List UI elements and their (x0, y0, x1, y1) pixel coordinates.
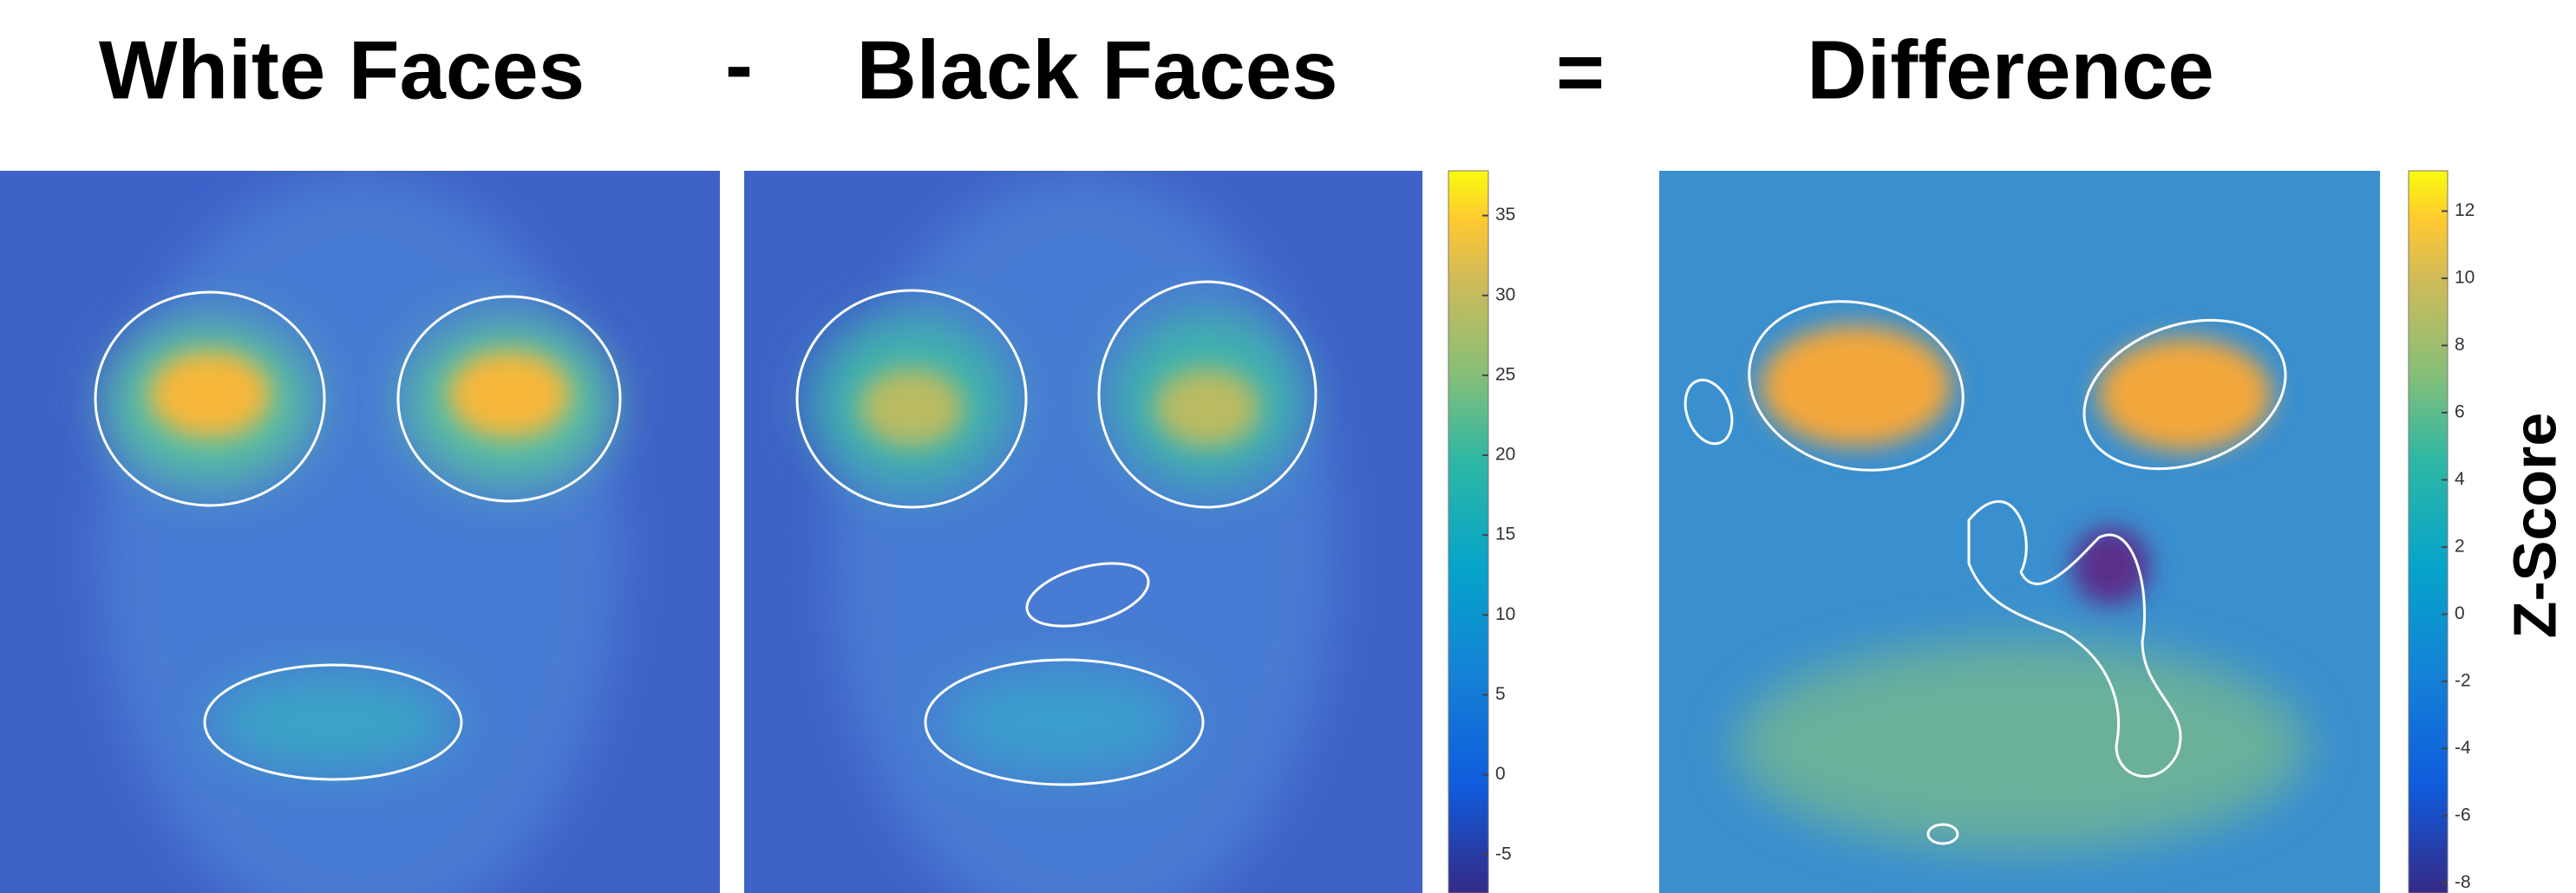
tick-label: 0 (2455, 603, 2465, 623)
tick-label: 20 (1495, 445, 1515, 465)
tick-label: -2 (2455, 670, 2471, 690)
heatmap (1659, 171, 2380, 893)
panel-title: Difference (1807, 23, 2214, 116)
panel-title: Black Faces (856, 23, 1337, 116)
tick-label: 4 (2455, 469, 2465, 489)
tick-label: -5 (1495, 844, 1512, 864)
tick-label: 5 (1495, 684, 1506, 704)
tick-label: 12 (2455, 200, 2475, 220)
tick-label: 10 (1495, 604, 1515, 624)
panel-title: White Faces (99, 23, 585, 116)
tick-label: 6 (2455, 402, 2465, 422)
tick-label: 35 (1495, 205, 1515, 225)
tick-label: 0 (1495, 764, 1506, 784)
tick-label: -4 (2455, 738, 2471, 758)
tick-label: 2 (2455, 536, 2465, 556)
colorbar (1448, 170, 1489, 893)
operator: = (1556, 25, 1605, 118)
heatmap (0, 171, 720, 893)
tick-label: -8 (2455, 872, 2471, 892)
operator: - (725, 18, 753, 111)
tick-label: 30 (1495, 284, 1515, 304)
tick-label: 25 (1495, 364, 1515, 384)
tick-label: 10 (2455, 268, 2475, 288)
tick-label: 8 (2455, 335, 2465, 355)
colorbar (2408, 170, 2449, 893)
colorbar-label: Z-Score (2501, 413, 2568, 639)
tick-label: 15 (1495, 525, 1515, 544)
tick-label: -6 (2455, 805, 2471, 825)
heatmap (744, 171, 1422, 893)
